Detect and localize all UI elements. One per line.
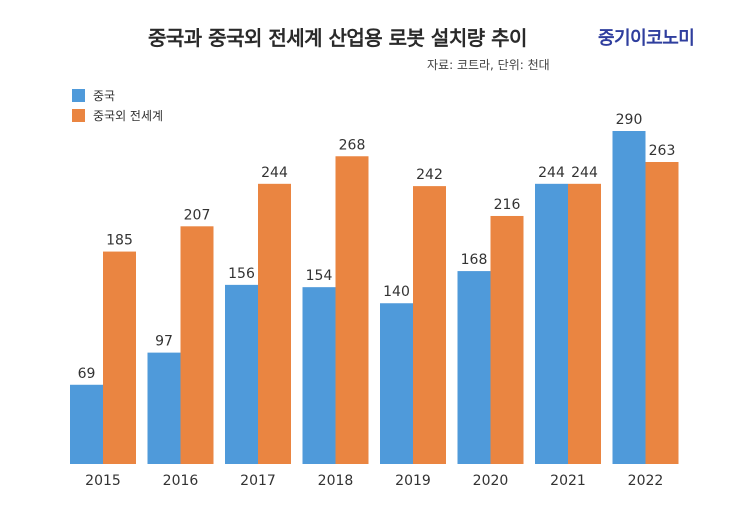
data-label-china-2021: 244 [538, 165, 565, 181]
legend-swatch-world [72, 108, 85, 122]
bar-china-2019 [380, 303, 413, 464]
bar-world-2019 [413, 186, 446, 464]
bar-china-2020 [457, 271, 491, 464]
x-tick-label-2019: 2019 [395, 473, 431, 489]
bar-world-2022 [645, 162, 679, 464]
bar-world-2021 [568, 183, 601, 465]
bar-world-2015 [103, 251, 136, 464]
data-label-china-2019: 140 [383, 284, 410, 300]
data-label-world-2021: 244 [571, 165, 598, 181]
data-label-world-2019: 242 [416, 167, 443, 183]
x-tick-label-2022: 2022 [628, 473, 664, 489]
data-label-world-2017: 244 [261, 165, 288, 181]
bar-world-2020 [490, 215, 524, 464]
data-label-world-2018: 268 [339, 137, 366, 153]
data-label-world-2016: 207 [184, 207, 211, 223]
chart-title: 중국과 중국외 전세계 산업용 로봇 설치량 추이 [148, 26, 527, 50]
bar-china-2016 [147, 352, 181, 464]
x-tick-label-2018: 2018 [318, 473, 354, 489]
legend-swatch-china [72, 88, 85, 102]
legend-label-china: 중국 [93, 88, 116, 103]
bar-china-2017 [225, 284, 258, 464]
bar-china-2015 [70, 384, 103, 464]
data-label-china-2022: 290 [616, 112, 643, 128]
bar-china-2018 [302, 287, 336, 464]
x-tick-label-2020: 2020 [473, 473, 509, 489]
bar-world-2017 [258, 183, 291, 465]
x-tick-label-2015: 2015 [85, 473, 121, 489]
bar-world-2018 [335, 156, 369, 464]
data-label-china-2015: 69 [78, 366, 96, 382]
x-tick-label-2021: 2021 [550, 473, 586, 489]
x-tick-label-2016: 2016 [163, 473, 199, 489]
data-label-china-2020: 168 [461, 252, 488, 268]
data-label-china-2017: 156 [228, 266, 255, 282]
legend: 중국 중국외 전세계 [72, 85, 163, 125]
data-label-world-2020: 216 [494, 197, 521, 213]
data-label-china-2016: 97 [155, 334, 173, 350]
legend-item-china: 중국 [72, 85, 163, 105]
data-label-world-2022: 263 [649, 143, 676, 159]
legend-item-world: 중국외 전세계 [72, 105, 163, 125]
source-note: 자료: 코트라, 단위: 천대 [427, 58, 550, 72]
legend-label-world: 중국외 전세계 [93, 108, 164, 123]
publisher-logo: 중기이코노미 [598, 28, 695, 49]
bar-world-2016 [180, 226, 214, 464]
x-tick-label-2017: 2017 [240, 473, 276, 489]
data-label-world-2015: 185 [106, 233, 133, 249]
data-label-china-2018: 154 [306, 268, 333, 284]
bar-china-2021 [535, 183, 568, 465]
bar-china-2022 [612, 131, 646, 464]
